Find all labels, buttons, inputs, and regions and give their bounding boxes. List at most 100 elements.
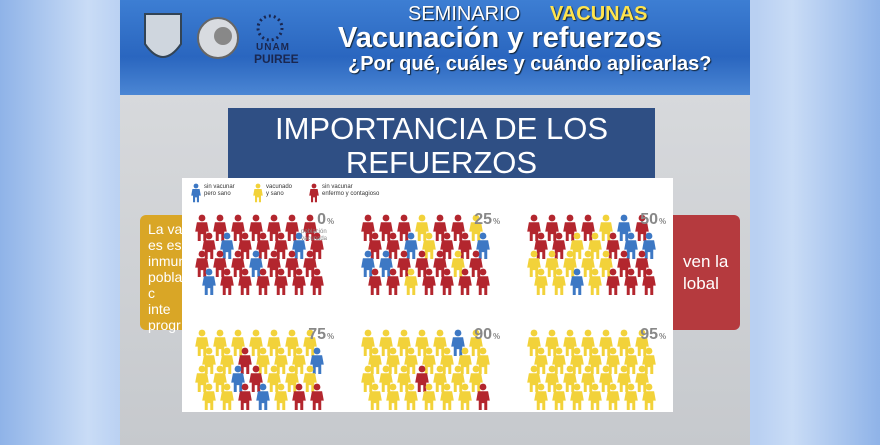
panel-percent: 50: [640, 211, 658, 228]
person-head: [638, 250, 646, 258]
person-body: [191, 189, 201, 203]
person-head: [223, 232, 231, 240]
person-body: [303, 373, 317, 392]
person-head: [295, 268, 303, 276]
person-body: [581, 222, 595, 241]
person-head: [620, 214, 628, 222]
person-head: [537, 347, 545, 355]
person-head: [479, 383, 487, 391]
person-head: [472, 329, 480, 337]
person-body: [267, 222, 281, 241]
person-head: [620, 329, 628, 337]
person-head: [602, 365, 610, 373]
person-body: [624, 391, 638, 410]
title: Vacunación y refuerzos: [338, 22, 662, 54]
person-head: [371, 347, 379, 355]
person-head: [382, 365, 390, 373]
person-body: [476, 391, 490, 410]
person-body: [606, 391, 620, 410]
person-body: [433, 373, 447, 392]
box-text: progr: [148, 317, 181, 333]
person-head: [573, 347, 581, 355]
person-body: [238, 355, 252, 374]
panel-caption: población: [301, 229, 327, 235]
person-head: [364, 250, 372, 258]
person-head: [620, 250, 628, 258]
person-head: [311, 183, 317, 189]
person-body: [361, 337, 375, 356]
person-body: [292, 240, 306, 259]
person-head: [259, 383, 267, 391]
person-body: [231, 258, 245, 277]
person-head: [389, 347, 397, 355]
person-body: [458, 355, 472, 374]
person-body: [552, 355, 566, 374]
panel-unit: %: [493, 217, 500, 226]
person-body: [476, 355, 490, 374]
person-head: [198, 214, 206, 222]
topic-label: VACUNAS: [550, 3, 648, 25]
person-body: [451, 258, 465, 277]
person-head: [407, 383, 415, 391]
person-head: [277, 347, 285, 355]
person-head: [627, 347, 635, 355]
person-head: [223, 383, 231, 391]
person-body: [599, 337, 613, 356]
person-head: [400, 250, 408, 258]
person-body: [285, 258, 299, 277]
person-body: [231, 373, 245, 392]
person-body: [202, 391, 216, 410]
person-head: [270, 365, 278, 373]
legend-text: sin vacunar: [204, 184, 235, 190]
person-body: [303, 222, 317, 241]
person-body: [368, 355, 382, 374]
person-body: [534, 391, 548, 410]
person-body: [249, 222, 263, 241]
person-body: [368, 391, 382, 410]
person-body: [563, 337, 577, 356]
person-body: [476, 276, 490, 295]
person-body: [309, 189, 319, 203]
person-body: [415, 373, 429, 392]
person-head: [530, 329, 538, 337]
person-head: [472, 214, 480, 222]
person-head: [645, 383, 653, 391]
person-head: [530, 214, 538, 222]
person-body: [527, 373, 541, 392]
person-head: [277, 232, 285, 240]
person-body: [292, 391, 306, 410]
person-body: [433, 337, 447, 356]
person-head: [205, 232, 213, 240]
slide-title-line: IMPORTANCIA DE LOS: [274, 111, 609, 146]
person-body: [213, 258, 227, 277]
panel-unit: %: [327, 332, 334, 341]
person-head: [573, 268, 581, 276]
person-head: [609, 268, 617, 276]
person-head: [288, 250, 296, 258]
person-head: [645, 232, 653, 240]
person-body: [292, 355, 306, 374]
person-head: [270, 214, 278, 222]
person-body: [642, 276, 656, 295]
person-head: [389, 268, 397, 276]
person-body: [415, 337, 429, 356]
person-head: [566, 250, 574, 258]
person-head: [454, 365, 462, 373]
person-head: [479, 268, 487, 276]
person-body: [617, 373, 631, 392]
logo-text: UNAM: [256, 42, 290, 53]
person-head: [205, 383, 213, 391]
person-body: [545, 373, 559, 392]
person-body: [220, 391, 234, 410]
person-head: [443, 347, 451, 355]
panel-percent: 90: [474, 326, 492, 343]
person-body: [635, 222, 649, 241]
person-body: [404, 240, 418, 259]
person-body: [617, 222, 631, 241]
person-head: [407, 268, 415, 276]
person-head: [436, 214, 444, 222]
person-head: [400, 329, 408, 337]
panel-percent: 0: [317, 211, 326, 228]
person-head: [627, 383, 635, 391]
person-body: [253, 189, 263, 203]
